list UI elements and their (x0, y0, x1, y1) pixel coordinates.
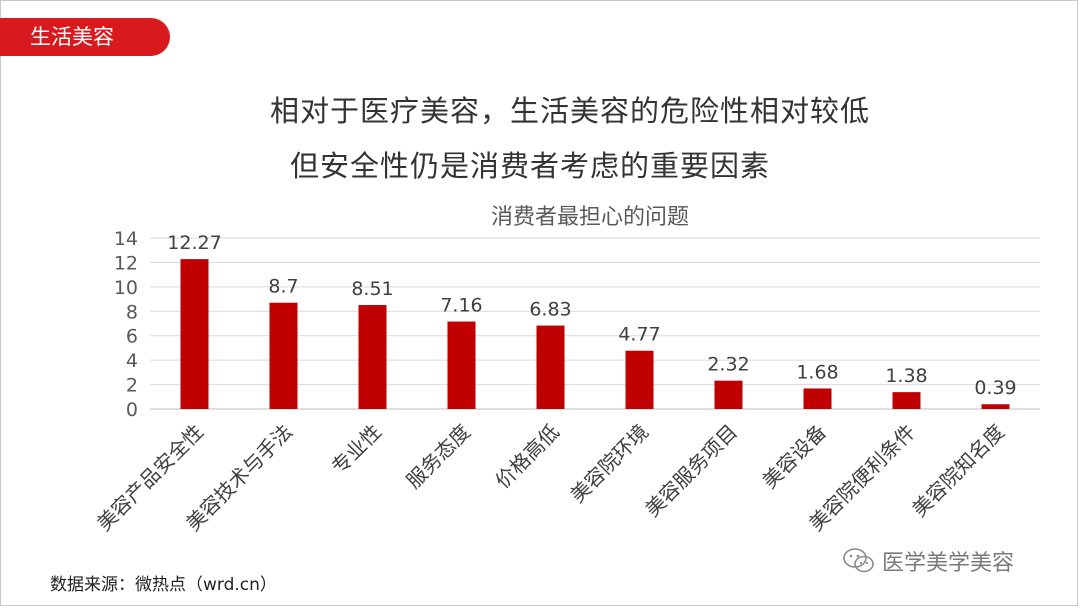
category-label: 美容院环境 (565, 420, 653, 508)
data-label: 1.68 (796, 361, 838, 383)
bar (625, 350, 654, 409)
watermark-text: 医学美学美容 (882, 551, 1015, 576)
bar (892, 392, 921, 409)
y-tick-label: 2 (126, 375, 138, 397)
category-label: 美容设备 (757, 420, 831, 494)
category-label: 服务态度 (401, 420, 475, 494)
category-label: 专业性 (327, 420, 386, 479)
y-tick-label: 10 (114, 277, 138, 299)
watermark: 医学美学美容 (842, 545, 1014, 577)
chart-title: 消费者最担心的问题 (490, 205, 689, 230)
data-label: 2.32 (707, 354, 749, 376)
bar (714, 380, 743, 409)
category-label: 美容服务项目 (640, 420, 742, 522)
data-label: 8.51 (351, 278, 393, 300)
bar (447, 321, 476, 409)
data-label: 6.83 (529, 299, 571, 321)
y-tick-label: 6 (126, 326, 138, 348)
wechat-icon (843, 548, 874, 573)
category-label: 美容院知名度 (907, 420, 1009, 522)
y-tick-label: 4 (126, 350, 138, 372)
data-label: 12.27 (167, 232, 221, 254)
bar (981, 404, 1010, 409)
headline-line-2: 但安全性仍是消费者考虑的重要因素 (289, 149, 770, 183)
data-label: 7.16 (440, 295, 482, 317)
data-label: 4.77 (618, 324, 660, 346)
y-tick-label: 14 (114, 228, 138, 250)
data-source: 数据来源：微热点（wrd.cn） (50, 575, 277, 595)
bar (358, 305, 387, 409)
data-label: 0.39 (974, 377, 1016, 399)
bar (269, 302, 298, 409)
bar (803, 388, 832, 409)
headline-line-1: 相对于医疗美容，生活美容的危险性相对较低 (269, 94, 870, 128)
section-tag: 生活美容 (0, 18, 170, 56)
category-label: 价格高低 (490, 420, 564, 494)
data-label: 8.7 (268, 276, 298, 298)
y-tick-label: 0 (126, 399, 138, 421)
data-label: 1.38 (885, 365, 927, 387)
y-tick-label: 12 (114, 252, 138, 274)
bar (180, 259, 209, 409)
bar (536, 325, 565, 409)
y-tick-label: 8 (126, 301, 138, 323)
